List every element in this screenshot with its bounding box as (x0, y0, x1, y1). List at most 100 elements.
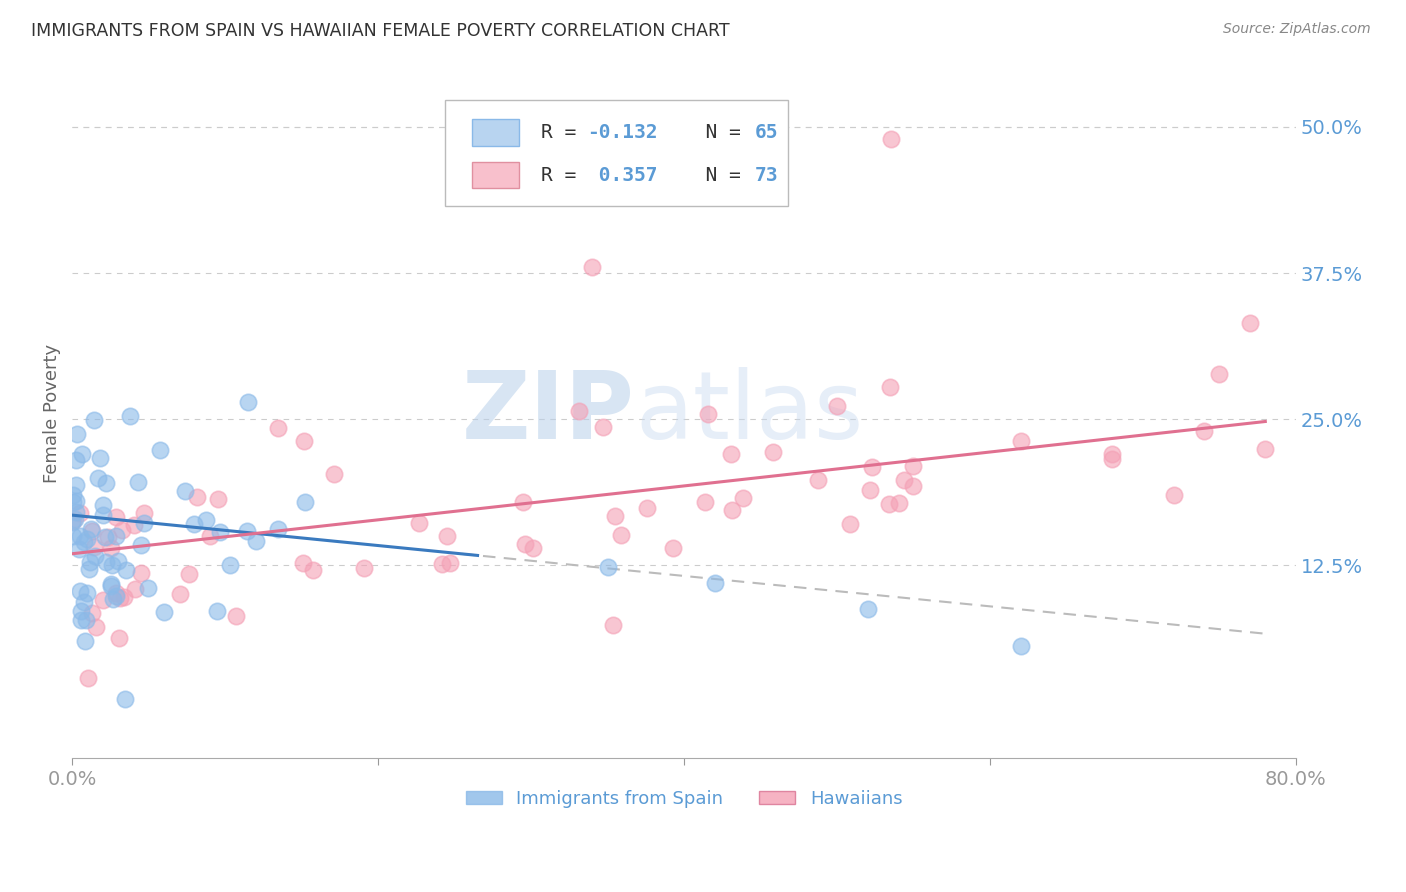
Point (105, 510, 128, 524)
Point (118, 409, 141, 423)
Point (887, 496, 910, 510)
Point (69, 604, 91, 618)
Point (79, 522, 101, 536)
Point (60, 515, 83, 529)
Point (1208, 367, 1230, 381)
Point (581, 260, 603, 275)
Point (124, 518, 146, 533)
Point (97, 530, 120, 544)
Point (1192, 425, 1215, 439)
Point (66, 427, 89, 442)
Text: -0.132: -0.132 (588, 123, 658, 142)
Point (80, 606, 103, 620)
Point (62, 495, 84, 509)
Y-axis label: Female Poverty: Female Poverty (44, 344, 60, 483)
Point (134, 506, 156, 520)
Point (80, 524, 103, 538)
Point (602, 617, 624, 632)
Point (65, 478, 87, 492)
Point (94, 530, 117, 544)
Point (291, 556, 314, 570)
Point (62, 514, 84, 528)
Point (108, 631, 131, 645)
Point (302, 563, 325, 577)
Point (720, 447, 742, 461)
Point (127, 475, 149, 489)
Text: R =: R = (541, 166, 588, 185)
Point (112, 590, 135, 604)
Point (91, 508, 114, 523)
Point (83, 413, 105, 427)
Point (107, 554, 129, 568)
FancyBboxPatch shape (446, 100, 789, 206)
Point (592, 420, 614, 434)
Point (879, 131, 901, 145)
Point (697, 407, 720, 421)
Point (636, 501, 658, 516)
Text: IMMIGRANTS FROM SPAIN VS HAWAIIAN FEMALE POVERTY CORRELATION CHART: IMMIGRANTS FROM SPAIN VS HAWAIIAN FEMALE… (31, 22, 730, 40)
Point (83, 540, 105, 554)
Point (292, 434, 315, 449)
Point (76, 585, 98, 599)
Point (219, 558, 242, 572)
Point (512, 494, 534, 508)
Point (1010, 434, 1032, 449)
Point (62, 529, 84, 543)
Point (610, 527, 633, 541)
Point (70, 446, 93, 460)
Point (198, 528, 221, 542)
FancyBboxPatch shape (472, 120, 519, 145)
Point (183, 517, 205, 532)
Point (100, 576, 122, 591)
Point (129, 538, 152, 552)
Point (136, 581, 159, 595)
Point (65, 453, 87, 467)
Point (129, 566, 152, 580)
Point (207, 604, 229, 618)
Text: Source: ZipAtlas.com: Source: ZipAtlas.com (1223, 22, 1371, 37)
Point (877, 497, 900, 511)
Point (439, 556, 461, 570)
Point (762, 445, 785, 459)
Point (1101, 447, 1123, 461)
Point (65, 494, 87, 508)
Point (69, 506, 91, 520)
Point (84, 619, 107, 633)
Point (432, 558, 454, 572)
Point (83, 549, 105, 563)
Point (323, 467, 346, 482)
Point (69, 584, 91, 599)
Point (207, 492, 229, 507)
Point (605, 509, 627, 524)
Point (862, 460, 884, 475)
Point (115, 563, 138, 577)
Point (856, 601, 879, 615)
Point (236, 524, 259, 538)
Point (75, 613, 97, 627)
Point (1101, 452, 1123, 467)
Point (101, 558, 124, 572)
Point (63, 512, 86, 526)
Point (225, 609, 247, 624)
Point (879, 380, 901, 394)
Text: N =: N = (682, 166, 752, 185)
Point (408, 516, 430, 531)
Point (152, 605, 174, 619)
Point (515, 537, 537, 551)
Point (703, 575, 725, 590)
Point (169, 587, 191, 601)
Point (1163, 488, 1185, 502)
Point (731, 491, 754, 505)
Point (266, 421, 288, 435)
Point (903, 478, 925, 492)
Text: ZIP: ZIP (463, 368, 636, 459)
Point (73, 534, 96, 549)
Point (134, 516, 156, 530)
Point (807, 473, 830, 487)
Point (77, 562, 100, 576)
Point (104, 586, 127, 600)
Point (87, 471, 110, 485)
Point (893, 473, 915, 487)
Point (94, 475, 117, 490)
Point (94, 556, 117, 570)
